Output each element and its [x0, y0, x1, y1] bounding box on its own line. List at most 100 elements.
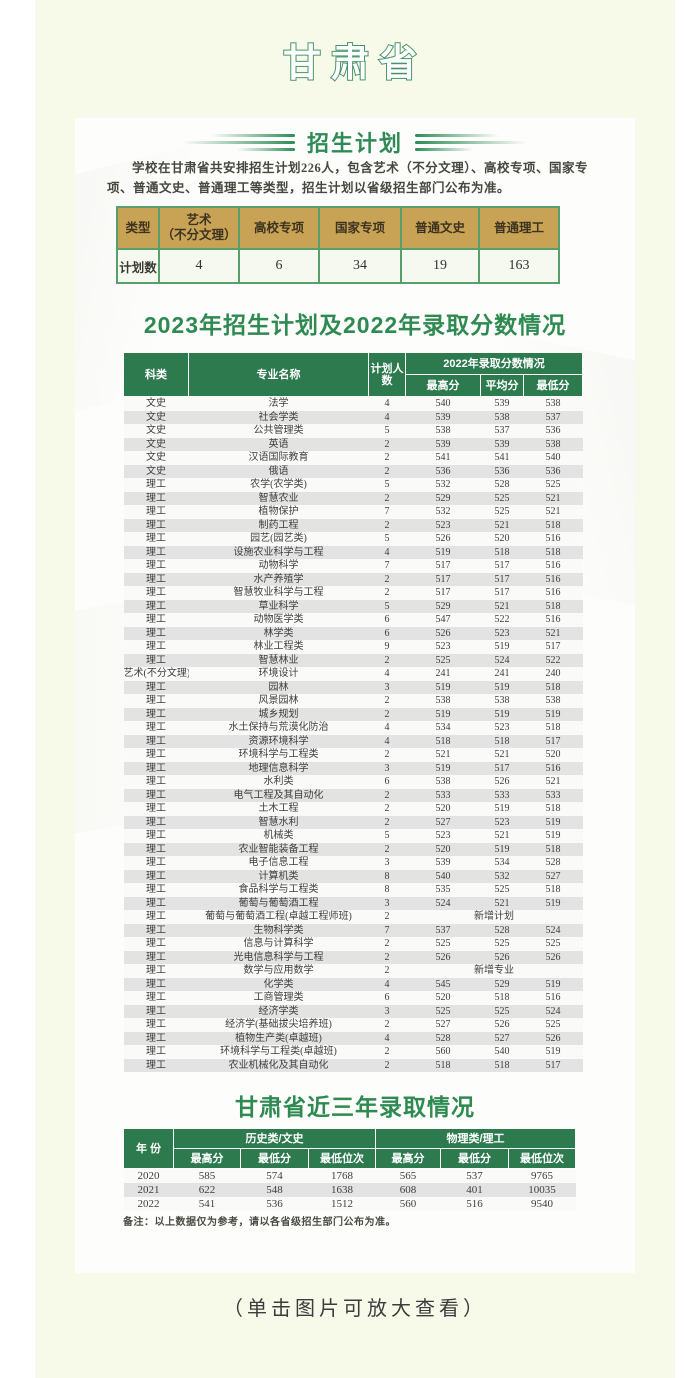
table-cell: 241 [435, 668, 451, 679]
table-cell: 537 [545, 411, 561, 423]
table-cell: 新增计划 [474, 911, 514, 922]
table-cell: 519 [435, 681, 451, 693]
table-cell: 英语 [268, 438, 289, 450]
table-cell: 6 [384, 614, 390, 625]
table-cell: 524 [435, 897, 451, 909]
table-cell: 540 [435, 870, 451, 882]
col-header-wenshi: 普通文史 [400, 206, 480, 250]
table-cell: 524 [545, 924, 561, 936]
table-cell: 536 [494, 465, 510, 477]
col-header-max: 最高分 [405, 374, 481, 397]
table-cell: 528 [494, 479, 510, 490]
table-cell: 523 [494, 722, 510, 733]
table-cell: 534 [435, 722, 451, 733]
table-cell: 521 [545, 492, 561, 504]
table-cell: 2 [384, 965, 390, 976]
plan-value: 163 [478, 248, 560, 284]
admissions-image-card[interactable] [75, 118, 635, 1273]
table-cell: 526 [435, 627, 451, 639]
col-header-gaoxiao: 高校专项 [238, 206, 320, 250]
table-cell: 4 [384, 722, 390, 733]
three-year-table: 年 份 历史类/文史 物理类/理工 最高分 最低分 最低位次 最高分 最低分 最… [123, 1128, 576, 1211]
table-cell: 520 [494, 533, 510, 544]
table-row: 理工 生物科学类 7 537 528 524 [123, 923, 583, 937]
table-row: 艺术(不分文理) 环境设计 4 241 241 240 [123, 667, 583, 681]
table-cell: 527 [435, 1019, 451, 1030]
col-header-type: 类型 [116, 206, 160, 250]
section-title: 招生计划 [306, 131, 403, 156]
table-cell: 537 [494, 425, 510, 436]
table-cell: 519 [545, 830, 561, 841]
table-cell: 521 [545, 776, 561, 787]
col-header-physics: 物理类/理工 [375, 1128, 576, 1149]
table-cell: 文史 [146, 438, 166, 450]
table-cell: 521 [545, 506, 561, 517]
table-cell: 518 [545, 519, 561, 531]
table-cell: 理工 [146, 479, 166, 490]
table-cell: 519 [545, 978, 561, 990]
table-cell: 516 [545, 992, 561, 1003]
table-cell: 4 [384, 411, 390, 423]
table-row: 理工 农学(农学类) 5 532 528 525 [123, 478, 583, 492]
table-cell: 植物保护 [258, 506, 299, 517]
col-header-history: 历史类/文史 [173, 1128, 376, 1149]
table-cell: 理工 [146, 519, 166, 531]
table-cell: 535 [435, 884, 451, 895]
table-cell: 理工 [146, 560, 166, 571]
table-cell: 523 [435, 830, 451, 841]
table-row: 理工 电气工程及其自动化 2 533 533 533 [123, 788, 583, 802]
table-cell: 化学类 [263, 978, 294, 990]
table-cell: 520 [435, 992, 451, 1003]
table-cell: 3 [384, 1005, 390, 1017]
col-header-phys-rank: 最低位次 [508, 1148, 576, 1169]
table-cell: 541 [435, 452, 451, 463]
table-cell: 2 [384, 573, 390, 585]
table-row: 文史 英语 2 539 539 538 [123, 437, 583, 451]
table-cell: 517 [435, 587, 451, 598]
table-cell: 经济学(基础拔尖培养班) [225, 1019, 332, 1030]
table-cell: 527 [545, 870, 561, 882]
table-cell: 2 [384, 465, 390, 477]
table-cell: 521 [545, 627, 561, 639]
table-row: 理工 智慧林业 2 525 524 522 [123, 653, 583, 667]
table-row: 2022 541 536 1512 560 516 9540 [123, 1197, 576, 1211]
table-cell: 智慧牧业科学与工程 [233, 587, 324, 598]
table-row: 理工 环境科学与工程类 2 521 521 520 [123, 748, 583, 762]
year-tbody: 2020 585 574 1768 565 537 9765 2021 622 548 1638 60… [123, 1168, 576, 1211]
table-cell: 525 [435, 938, 451, 949]
table-cell: 理工 [146, 965, 166, 976]
table-cell: 2 [384, 803, 390, 814]
table-cell: 经济学类 [258, 1005, 299, 1017]
table-cell: 521 [494, 830, 510, 841]
table-cell: 523 [435, 641, 451, 652]
table-cell: 525 [545, 938, 561, 949]
table-cell: 527 [494, 1032, 510, 1044]
table-row: 文史 汉语国际教育 2 541 541 540 [123, 451, 583, 465]
table-cell: 5 [384, 533, 390, 544]
table-cell: 理工 [146, 884, 166, 895]
table-cell: 519 [545, 1046, 561, 1057]
table-cell: 文史 [146, 425, 166, 436]
table-cell: 526 [435, 533, 451, 544]
table-cell: 519 [545, 708, 561, 720]
plan-table-data-row: 计划数 4 6 34 19 163 [116, 248, 560, 284]
table-cell: 土木工程 [258, 803, 299, 814]
table-cell: 环境科学与工程类(卓越班) [220, 1046, 337, 1057]
col-header-hist-min: 最低分 [240, 1148, 309, 1169]
plan-value: 6 [238, 248, 320, 284]
table-cell: 526 [494, 1019, 510, 1030]
col-header-category: 科类 [123, 352, 189, 397]
table-cell: 524 [494, 654, 510, 666]
table-cell: 540 [545, 452, 561, 463]
table-cell: 8 [384, 884, 390, 895]
zoom-hint-caption: （单击图片可放大查看） [223, 1298, 487, 1320]
table-cell: 533 [494, 789, 510, 801]
table-row: 理工 工商管理类 6 520 518 516 [123, 991, 583, 1005]
table-cell: 农学(农学类) [250, 479, 307, 490]
table-row: 理工 资源环境科学 4 518 518 517 [123, 734, 583, 748]
table-cell: 529 [494, 978, 510, 990]
table-cell: 525 [494, 492, 510, 504]
table-cell: 风景园林 [258, 695, 299, 706]
table-row: 理工 机械类 5 523 521 519 [123, 829, 583, 843]
table-row: 理工 林业工程类 9 523 519 517 [123, 640, 583, 654]
